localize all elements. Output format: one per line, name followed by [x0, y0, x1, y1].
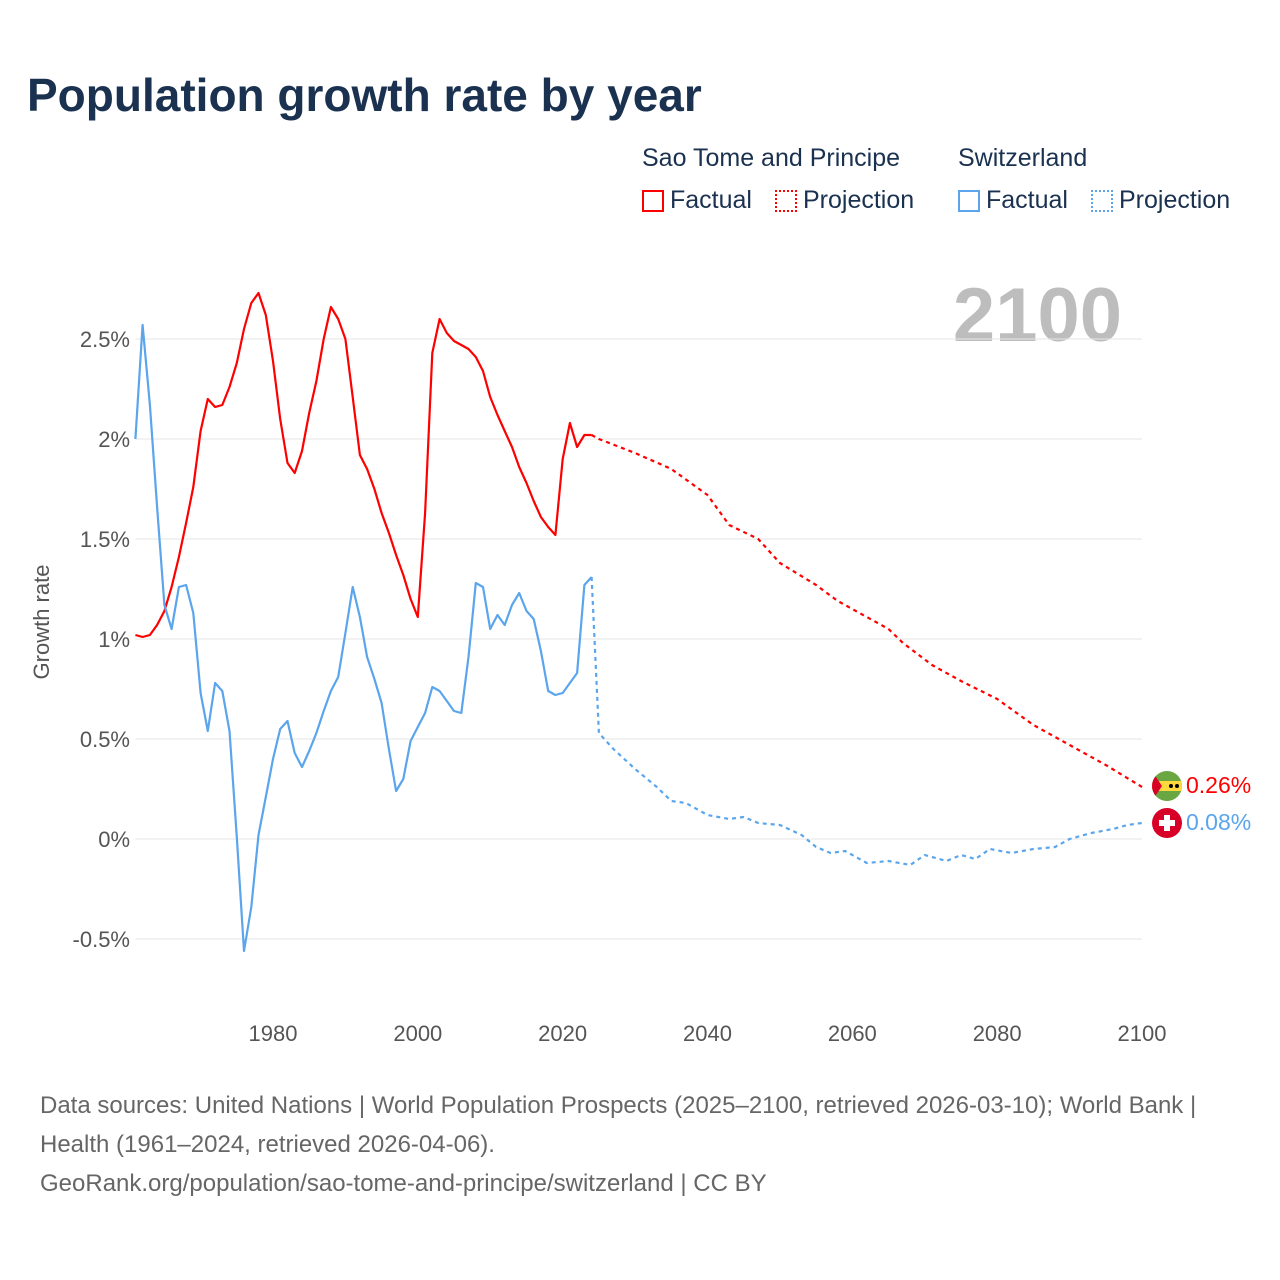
sao-tome-factual-line: [135, 291, 592, 639]
legend-group-stp: Sao Tome and Principe: [642, 144, 901, 172]
y-tick-label: 0%: [98, 827, 130, 852]
legend-label: Factual: [670, 186, 752, 214]
data-sources: Data sources: United Nations | World Pop…: [40, 1092, 1197, 1158]
x-tick-label: 2080: [973, 1021, 1022, 1046]
switzerland-factual-line: [134, 323, 593, 953]
end-value-che: 0.08%: [1186, 809, 1252, 835]
switzerland-projection-line: [590, 576, 1143, 867]
chart-title: Population growth rate by year: [27, 69, 702, 121]
x-tick-label: 2060: [828, 1021, 877, 1046]
legend-che-factual[interactable]: Factual: [958, 186, 1068, 215]
flag-switzerland-icon: [1152, 808, 1182, 838]
y-tick-label: 1.5%: [80, 527, 130, 552]
flag-sao-tome-icon: [1152, 771, 1182, 801]
x-tick-label: 2040: [683, 1021, 732, 1046]
y-tick-label: 2%: [98, 427, 130, 452]
legend-label: Projection: [1119, 186, 1231, 214]
x-tick-label: 2100: [1118, 1021, 1167, 1046]
legend-label: Factual: [986, 186, 1068, 214]
legend-label: Projection: [803, 186, 915, 214]
source-link[interactable]: GeoRank.org/population/sao-tome-and-prin…: [40, 1170, 767, 1197]
current-year-indicator: 2100: [952, 273, 1122, 358]
legend-group-che: Switzerland: [958, 144, 1088, 172]
x-tick-label: 2000: [393, 1021, 442, 1046]
footer: Data sources: United Nations | World Pop…: [40, 1086, 1240, 1203]
legend-swatch-dotted: [775, 189, 797, 212]
legend-swatch-dotted: [1091, 189, 1113, 212]
legend-swatch-solid: [958, 189, 980, 212]
sao-tome-projection-line: [591, 434, 1143, 788]
y-tick-label: 2.5%: [80, 327, 130, 352]
y-tick-label: -0.5%: [73, 927, 130, 952]
end-value-stp: 0.26%: [1186, 772, 1252, 798]
legend-stp-projection[interactable]: Projection: [775, 186, 914, 215]
legend-stp-factual[interactable]: Factual: [642, 186, 752, 215]
x-tick-label: 2020: [538, 1021, 587, 1046]
x-tick-label: 1980: [249, 1021, 298, 1046]
legend-swatch-solid: [642, 189, 664, 212]
y-tick-label: 1%: [98, 627, 130, 652]
y-tick-label: 0.5%: [80, 727, 130, 752]
legend-che-projection[interactable]: Projection: [1091, 186, 1230, 215]
